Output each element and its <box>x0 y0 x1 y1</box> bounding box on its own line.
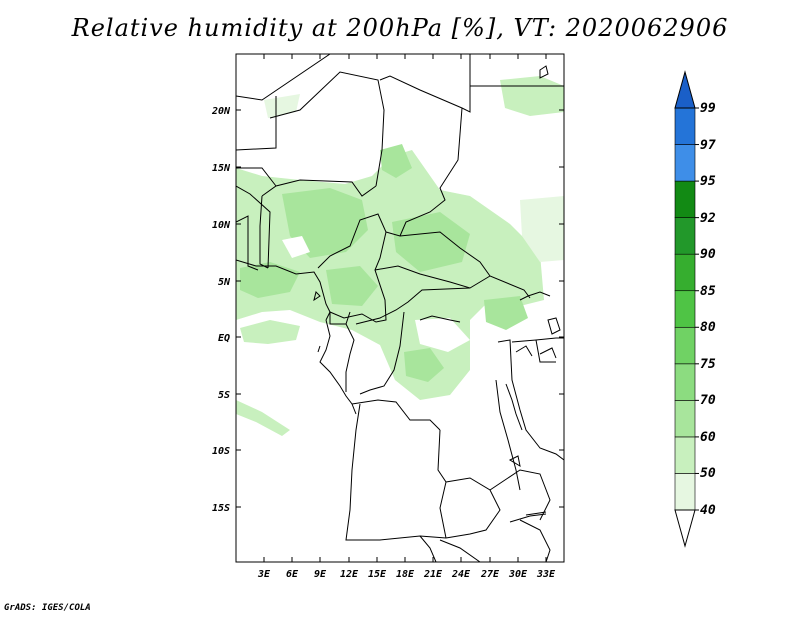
colorbar-label-40: 40 <box>700 503 716 518</box>
colorbar-bin <box>674 473 696 511</box>
lon-label-9e: 9E <box>314 569 327 580</box>
colorbar-bin <box>674 290 696 328</box>
colorbar: 40 50 60 70 75 80 85 90 92 95 97 99 <box>674 70 716 548</box>
humidity-gap-2 <box>282 236 310 258</box>
colorbar-label-97: 97 <box>700 138 716 153</box>
map-title: Relative humidity at 200hPa [%], VT: 202… <box>71 14 729 42</box>
humidity-core-7 <box>484 296 528 330</box>
colorbar-label-80: 80 <box>700 320 716 335</box>
colorbar-bin <box>674 180 696 218</box>
humidity-core-2 <box>392 212 470 272</box>
humidity-area-east <box>520 196 564 262</box>
colorbar-label-95: 95 <box>700 174 716 189</box>
lat-label-eq: EQ <box>218 333 230 344</box>
colorbar-bin <box>674 144 696 182</box>
plot-frame <box>235 53 565 563</box>
colorbar-ticks <box>695 107 699 511</box>
country-borders <box>236 54 564 562</box>
lon-label-30e: 30E <box>508 569 528 580</box>
lat-label-15s: 15S <box>212 503 230 514</box>
colorbar-top-arrow <box>674 70 696 109</box>
colorbar-segments <box>674 107 696 511</box>
grads-credit: GrADS: IGES/COLA <box>4 603 91 613</box>
colorbar-bottom-arrow <box>674 509 696 548</box>
humidity-core-6 <box>404 348 444 382</box>
lat-label-10n: 10N <box>212 220 231 231</box>
lon-label-6e: 6E <box>286 569 299 580</box>
colorbar-label-60: 60 <box>700 430 716 445</box>
humidity-core-3 <box>240 262 300 298</box>
humidity-area-northeast <box>500 76 564 116</box>
colorbar-label-70: 70 <box>700 393 716 408</box>
lon-label-15e: 15E <box>368 569 387 580</box>
lon-label-18e: 18E <box>396 569 415 580</box>
lon-label-27e: 27E <box>480 569 500 580</box>
coastline <box>236 259 561 516</box>
humidity-gap-1 <box>415 318 470 352</box>
humidity-shading <box>236 76 564 436</box>
longitude-labels: 3E 6E 9E 12E 15E 18E 21E 24E 27E 30E 33E <box>257 569 556 580</box>
axis-ticks <box>236 54 564 562</box>
lon-label-3e: 3E <box>257 569 271 580</box>
lat-label-15n: 15N <box>212 163 231 174</box>
colorbar-label-75: 75 <box>700 357 716 372</box>
latitude-labels: 20N 15N 10N 5N EQ 5S 10S 15S <box>211 106 231 514</box>
colorbar-bin <box>674 253 696 292</box>
humidity-area-coast <box>240 320 300 344</box>
lat-label-10s: 10S <box>212 446 230 457</box>
lon-label-12e: 12E <box>340 569 359 580</box>
lat-label-5n: 5N <box>218 277 231 288</box>
colorbar-bin <box>674 400 696 438</box>
colorbar-label-99: 99 <box>700 101 716 116</box>
humidity-core-5 <box>380 144 412 178</box>
lon-label-24e: 24E <box>451 569 471 580</box>
colorbar-bin <box>674 217 696 255</box>
lon-label-33e: 33E <box>536 569 556 580</box>
lon-label-21e: 21E <box>423 569 443 580</box>
colorbar-label-92: 92 <box>700 211 716 226</box>
lat-label-5s: 5S <box>218 390 230 401</box>
humidity-core-4 <box>326 266 378 306</box>
colorbar-bin <box>674 107 696 145</box>
humidity-area-southwest <box>236 400 290 436</box>
colorbar-bin <box>674 326 696 365</box>
colorbar-label-85: 85 <box>700 284 716 299</box>
colorbar-bin <box>674 436 696 474</box>
colorbar-label-90: 90 <box>700 247 716 262</box>
lat-label-20n: 20N <box>211 106 231 117</box>
colorbar-label-50: 50 <box>700 466 716 481</box>
colorbar-bin <box>674 363 696 401</box>
